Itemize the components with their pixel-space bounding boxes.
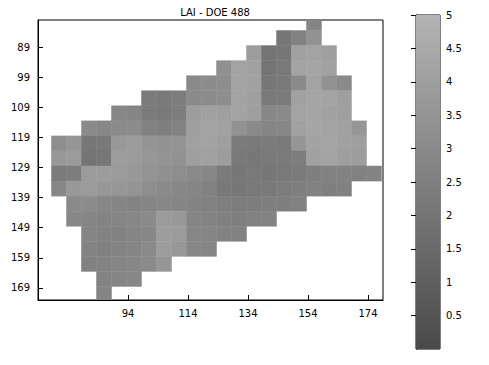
svg-text:4: 4 — [446, 76, 452, 87]
svg-text:109: 109 — [11, 102, 30, 113]
svg-text:2: 2 — [446, 210, 452, 221]
svg-text:2.5: 2.5 — [446, 177, 462, 188]
svg-text:154: 154 — [298, 308, 317, 319]
svg-text:169: 169 — [11, 282, 30, 293]
svg-text:4.5: 4.5 — [446, 43, 462, 54]
svg-text:LAI - DOE 488: LAI - DOE 488 — [180, 7, 250, 18]
svg-text:139: 139 — [11, 192, 30, 203]
svg-text:129: 129 — [11, 162, 30, 173]
svg-text:149: 149 — [11, 222, 30, 233]
svg-text:119: 119 — [11, 132, 30, 143]
svg-text:99: 99 — [17, 72, 30, 83]
svg-text:94: 94 — [122, 308, 135, 319]
svg-text:0.5: 0.5 — [446, 310, 462, 321]
svg-text:3: 3 — [446, 143, 452, 154]
svg-text:114: 114 — [178, 308, 197, 319]
svg-text:89: 89 — [17, 42, 30, 53]
svg-text:5: 5 — [446, 10, 452, 21]
svg-text:1.5: 1.5 — [446, 243, 462, 254]
svg-text:1: 1 — [446, 277, 452, 288]
svg-text:134: 134 — [238, 308, 257, 319]
svg-text:3.5: 3.5 — [446, 110, 462, 121]
svg-text:159: 159 — [11, 252, 30, 263]
svg-text:174: 174 — [358, 308, 377, 319]
